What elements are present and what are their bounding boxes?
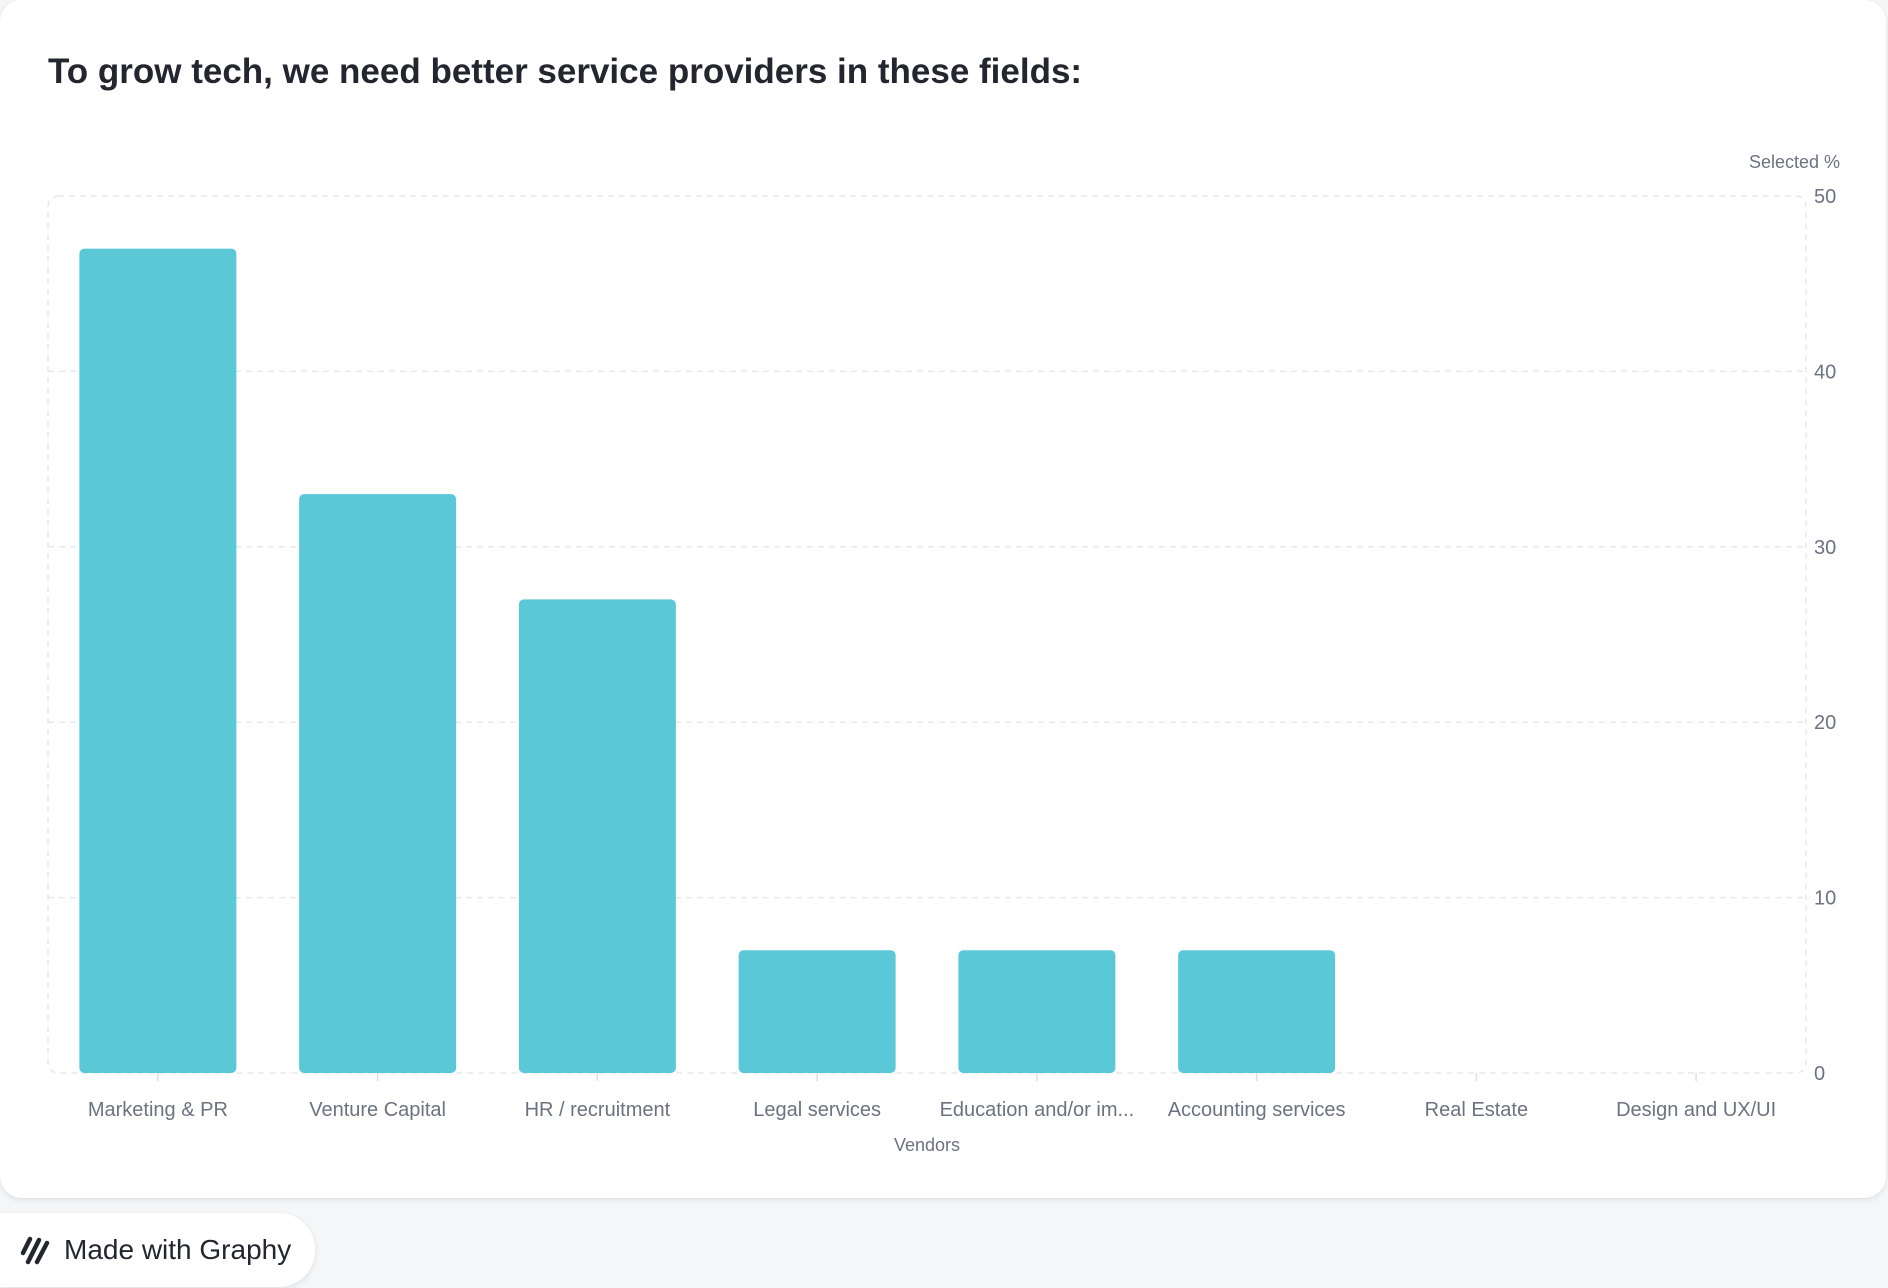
y-tick-label: 30: [1814, 537, 1836, 559]
y-tick-label: 10: [1814, 888, 1836, 910]
x-tick-label: Design and UX/UI: [1616, 1099, 1776, 1121]
bar[interactable]: [738, 950, 896, 1073]
y-tick-label: 50: [1814, 186, 1836, 208]
x-tick-label: Venture Capital: [309, 1099, 446, 1121]
x-tick-label: Real Estate: [1425, 1099, 1528, 1121]
y-tick-label: 20: [1814, 712, 1836, 734]
chart-title: To grow tech, we need better service pro…: [48, 52, 1083, 91]
bar[interactable]: [299, 494, 457, 1073]
x-tick-label: Accounting services: [1168, 1099, 1346, 1121]
bar[interactable]: [518, 599, 676, 1073]
x-tick-label: HR / recruitment: [525, 1099, 671, 1121]
y-axis-label: Selected %: [1749, 152, 1840, 172]
bar-chart: 0 10 20 30 40 50 Selected % Marketing & PR Ventu…: [47, 152, 1840, 1155]
bar[interactable]: [79, 248, 237, 1073]
bar[interactable]: [958, 950, 1116, 1073]
chart-card: To grow tech, we need better service pro…: [47, 52, 1840, 1155]
plot-frame: [47, 195, 1807, 1074]
y-tick-label: 40: [1814, 361, 1836, 383]
made-with-graphy-badge[interactable]: Made with Graphy: [0, 1213, 316, 1287]
x-axis-label: Vendors: [894, 1135, 960, 1155]
bar[interactable]: [1178, 950, 1336, 1073]
y-tick-label: 0: [1814, 1063, 1825, 1085]
x-tick-label: Marketing & PR: [88, 1099, 228, 1121]
graphy-logo-icon: [20, 1236, 50, 1265]
x-tick-label: Education and/or im...: [940, 1099, 1135, 1121]
x-tick-label: Legal services: [753, 1099, 881, 1121]
badge-label: Made with Graphy: [64, 1234, 292, 1265]
